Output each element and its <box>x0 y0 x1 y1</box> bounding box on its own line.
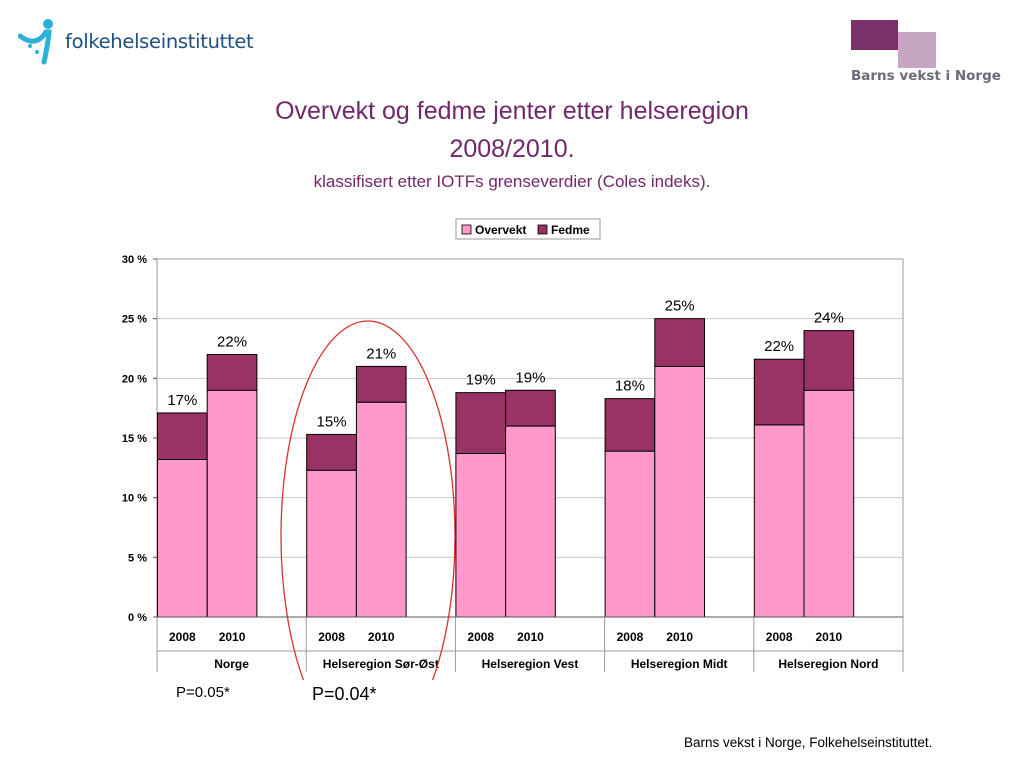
bvn-logo-light-square <box>898 32 936 68</box>
data-label: 18% <box>615 378 645 395</box>
bvn-logo-text: Barns vekst i Norge <box>851 68 1001 84</box>
legend-label-fedme: Fedme <box>551 223 590 237</box>
data-label: 17% <box>167 392 197 409</box>
p-value-sor-ost: P=0.04* <box>312 684 377 704</box>
x-tick-group: Helseregion Vest <box>482 657 579 671</box>
x-tick-year: 2010 <box>815 630 842 644</box>
legend-swatch-overvekt <box>461 224 472 235</box>
bar-fedme <box>505 389 556 427</box>
y-tick-label: 0 % <box>128 612 147 624</box>
fhi-figure-icon <box>18 19 53 65</box>
bar-overvekt <box>157 458 208 618</box>
bar-overvekt <box>654 365 705 618</box>
x-tick-year: 2008 <box>617 630 644 644</box>
y-tick-label: 10 % <box>122 493 147 505</box>
bar-overvekt <box>206 389 258 618</box>
bar-fedme <box>157 412 208 460</box>
bar-overvekt <box>306 469 357 618</box>
bvn-logo: Barns vekst i Norge <box>848 20 1004 90</box>
y-tick-label: 15 % <box>122 433 147 445</box>
source-credit: Barns vekst i Norge, Folkehelseinstitutt… <box>684 735 933 750</box>
slide-title-line2: 2008/2010. <box>449 135 575 163</box>
data-label: 25% <box>665 298 695 315</box>
bar-fedme <box>206 353 258 391</box>
fhi-logo-text: folkehelseinstituttet <box>65 30 254 53</box>
x-tick-year: 2010 <box>219 630 246 644</box>
y-tick-label: 30 % <box>122 254 147 266</box>
bar-overvekt <box>355 401 407 618</box>
x-tick-year: 2010 <box>517 630 544 644</box>
x-tick-year: 2010 <box>368 630 395 644</box>
data-label: 19% <box>466 372 496 389</box>
bar-fedme <box>654 318 705 367</box>
bar-fedme <box>604 398 656 452</box>
x-tick-group: Helseregion Sør-Øst <box>323 657 439 671</box>
x-tick-group: Helseregion Midt <box>631 657 728 671</box>
bvn-logo-dark-square <box>851 20 898 50</box>
x-tick-year: 2008 <box>318 630 345 644</box>
bar-fedme <box>753 358 805 426</box>
bar-fedme <box>455 392 507 455</box>
p-value-norge: P=0.05* <box>176 684 230 701</box>
x-tick-group: Helseregion Nord <box>778 657 878 671</box>
x-tick-year: 2008 <box>766 630 793 644</box>
slide-subtitle: klassifisert etter IOTFs grenseverdier (… <box>313 172 711 191</box>
legend-swatch-fedme <box>537 224 548 235</box>
bar-overvekt <box>753 424 805 618</box>
data-label: 21% <box>366 345 396 362</box>
data-label: 19% <box>515 369 545 386</box>
x-tick-group: Norge <box>214 657 249 671</box>
bar-overvekt <box>505 425 556 618</box>
bar-overvekt <box>455 453 507 618</box>
data-label: 24% <box>814 310 844 327</box>
data-label: 15% <box>317 413 347 430</box>
legend <box>455 218 601 240</box>
x-tick-year: 2010 <box>666 630 693 644</box>
x-tick-year: 2008 <box>169 630 196 644</box>
highlight-ellipse <box>280 320 456 680</box>
slide-title-line1: Overvekt og fedme jenter etter helseregi… <box>275 97 749 125</box>
bar-fedme <box>355 365 407 403</box>
bar-overvekt <box>803 389 855 618</box>
bar-overvekt <box>604 450 656 618</box>
legend-label-overvekt: Overvekt <box>475 223 526 237</box>
x-tick-year: 2008 <box>467 630 494 644</box>
fhi-logo: folkehelseinstituttet <box>18 18 258 68</box>
y-tick-label: 25 % <box>122 314 147 326</box>
stacked-bar-chart: 0 % 5 % 10 % 15 % 20 % 25 % 30 % 17% 22% 15% 21% 19… <box>122 218 904 680</box>
y-tick-label: 20 % <box>122 373 147 385</box>
bar-fedme <box>803 330 855 391</box>
data-label: 22% <box>764 338 794 355</box>
y-tick-label: 5 % <box>128 552 147 564</box>
bar-fedme <box>306 433 357 471</box>
data-label: 22% <box>217 333 247 350</box>
